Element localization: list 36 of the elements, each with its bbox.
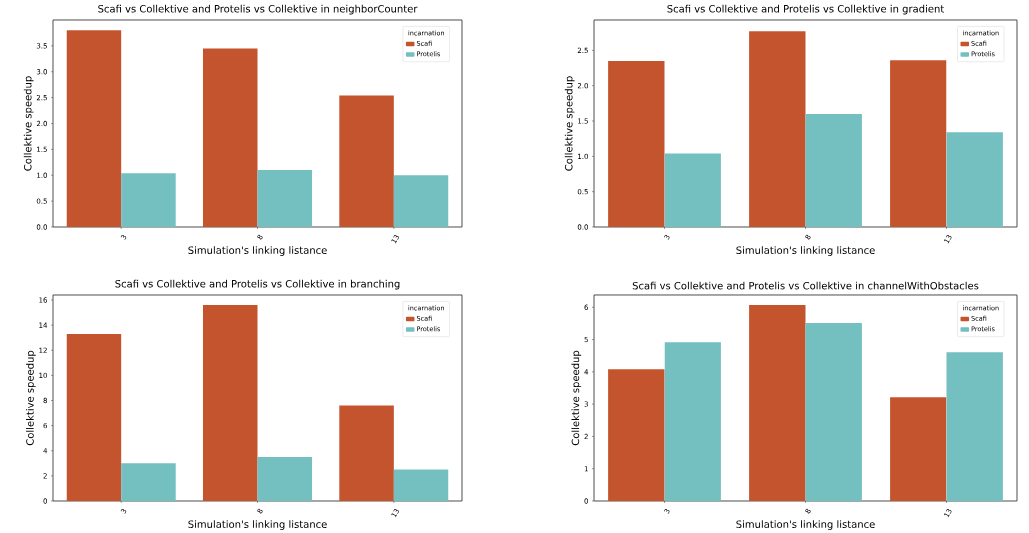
bar	[66, 333, 122, 501]
bar	[393, 469, 449, 501]
chart-title: Scafi vs Collektive and Protelis vs Collektive in branching	[115, 279, 400, 290]
bar	[257, 170, 313, 227]
bar	[121, 173, 176, 227]
bar	[805, 113, 862, 227]
bar	[805, 323, 862, 501]
bar	[749, 31, 806, 227]
bar	[608, 369, 665, 501]
bar	[749, 304, 806, 501]
bar	[608, 60, 665, 227]
bar	[339, 95, 394, 227]
bar	[890, 60, 947, 227]
bar	[121, 463, 176, 501]
y-axis-title: Collektive speedup	[26, 350, 36, 446]
y-axis-title: Collektive speedup	[23, 76, 34, 171]
bar	[202, 48, 258, 227]
y-axis-title: Collektive speedup	[571, 350, 582, 446]
bar	[202, 305, 258, 501]
bar	[66, 30, 122, 227]
chart-title: Scafi vs Collektive and Protelis vs Collektive in gradient	[667, 4, 945, 15]
bar	[890, 397, 947, 501]
x-axis-title: Simulation's linking listance	[736, 520, 875, 530]
bar	[257, 457, 313, 501]
y-axis-title: Collektive speedup	[564, 76, 575, 171]
bar	[664, 342, 721, 501]
x-axis-title: Simulation's linking listance	[736, 246, 875, 256]
bar	[946, 132, 1003, 227]
x-axis-title: Simulation's linking listance	[188, 246, 327, 256]
bar	[664, 153, 721, 227]
bar	[393, 175, 449, 227]
chart-title: Scafi vs Collektive and Protelis vs Collektive in neighborCounter	[98, 4, 418, 15]
chart-title: Scafi vs Collektive and Protelis vs Collektive in channelWithObstacles	[632, 281, 979, 290]
bar	[339, 405, 394, 501]
bar	[946, 352, 1003, 501]
x-axis-title: Simulation's linking listance	[188, 520, 327, 530]
